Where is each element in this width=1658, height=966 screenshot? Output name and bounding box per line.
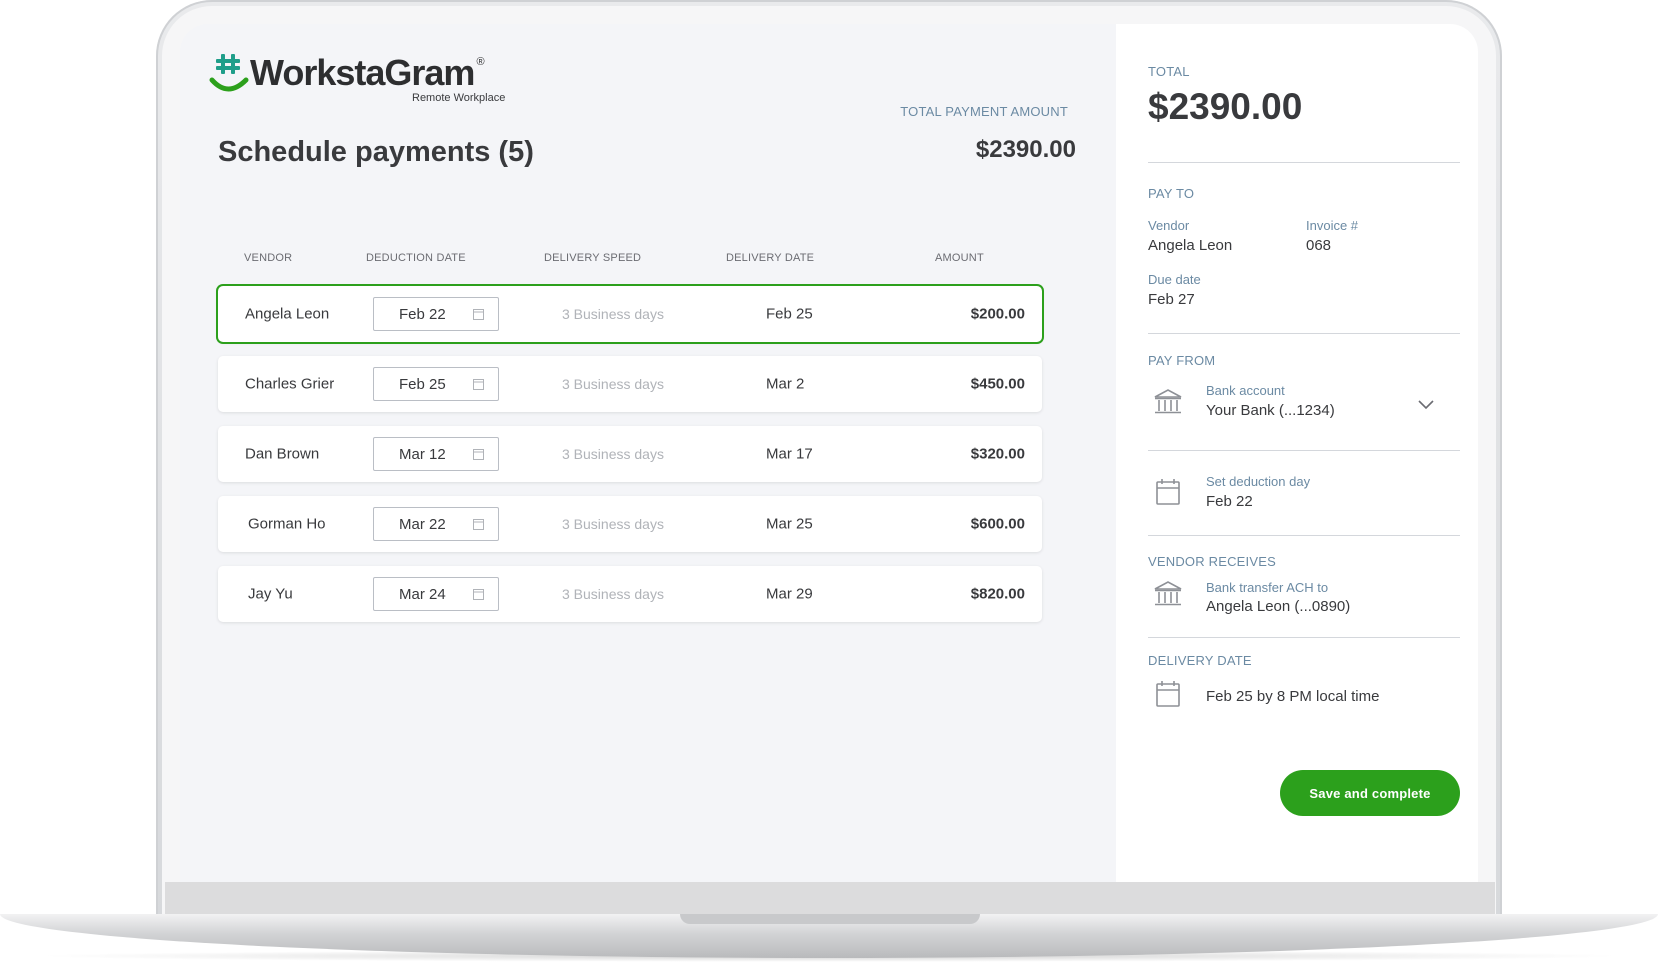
row-vendor: Dan Brown — [245, 445, 320, 463]
deduction-day-label: Set deduction day — [1206, 474, 1311, 489]
row-delivery-date: Feb 25 — [766, 305, 813, 323]
deduction-date-input[interactable]: Mar 24 — [373, 577, 499, 611]
bank-account-label: Bank account — [1206, 383, 1285, 398]
calendar-icon — [473, 519, 484, 530]
brand-name: WorkstaGram ® — [250, 52, 485, 93]
deduction-date-value: Feb 25 — [399, 376, 446, 393]
calendar-icon — [1156, 479, 1180, 505]
payment-detail-panel: TOTAL $2390.00 PAY TO Vendor Angela Leon… — [1116, 24, 1478, 882]
table-row[interactable]: Angela Leon Feb 22 3 Business days Feb 2… — [218, 286, 1042, 342]
row-delivery-speed: 3 Business days — [562, 446, 664, 462]
divider — [1148, 450, 1460, 451]
row-delivery-speed: 3 Business days — [562, 516, 664, 532]
row-vendor: Angela Leon — [245, 305, 330, 323]
delivery-date-value: Feb 25 by 8 PM local time — [1206, 688, 1380, 705]
registered-mark: ® — [476, 56, 484, 68]
table-row[interactable]: Jay Yu Mar 24 3 Business days Mar 29 $82… — [218, 566, 1042, 622]
hashtag-smile-logo-icon — [209, 54, 249, 92]
deduction-date-input[interactable]: Mar 22 — [373, 507, 499, 541]
calendar-icon — [473, 589, 484, 600]
row-vendor: Charles Grier — [245, 375, 335, 393]
deduction-date-value: Feb 22 — [399, 306, 446, 323]
pay-to-label: PAY TO — [1148, 186, 1195, 201]
bank-icon — [1154, 389, 1182, 414]
transfer-method-label: Bank transfer ACH to — [1206, 580, 1329, 595]
calendar-icon — [1156, 681, 1180, 707]
transfer-method-value: Angela Leon (...0890) — [1206, 598, 1351, 615]
bank-account-value: Your Bank (...1234) — [1206, 402, 1335, 419]
deduction-date-input[interactable]: Feb 22 — [373, 297, 499, 331]
column-vendor: VENDOR — [244, 252, 293, 264]
total-payment-value: $2390.00 — [975, 136, 1076, 163]
vendor-label: Vendor — [1148, 218, 1190, 233]
row-amount: $450.00 — [970, 375, 1025, 393]
column-deduction-date: DEDUCTION DATE — [366, 252, 466, 264]
table-row[interactable]: Gorman Ho Mar 22 3 Business days Mar 25 … — [218, 496, 1042, 552]
divider — [1148, 333, 1460, 334]
laptop-bottom-bezel — [165, 882, 1495, 916]
total-payment-label: TOTAL PAYMENT AMOUNT — [900, 104, 1068, 119]
payment-rows: Angela Leon Feb 22 3 Business days Feb 2… — [218, 286, 1042, 636]
panel-total-value: $2390.00 — [1148, 86, 1303, 127]
row-amount: $320.00 — [970, 445, 1025, 463]
divider — [1148, 535, 1460, 536]
chevron-down-icon[interactable] — [1418, 400, 1434, 410]
row-delivery-speed: 3 Business days — [562, 586, 664, 602]
calendar-icon — [473, 309, 484, 320]
pay-from-label: PAY FROM — [1148, 353, 1216, 368]
calendar-icon — [473, 379, 484, 390]
due-date-value: Feb 27 — [1148, 291, 1195, 308]
deduction-date-value: Mar 24 — [399, 586, 446, 603]
calendar-icon — [473, 449, 484, 460]
row-delivery-date: Mar 17 — [766, 445, 813, 463]
row-amount: $200.00 — [970, 305, 1025, 323]
deduction-date-input[interactable]: Mar 12 — [373, 437, 499, 471]
save-and-complete-button[interactable]: Save and complete — [1280, 770, 1460, 816]
delivery-date-label: DELIVERY DATE — [1148, 653, 1252, 668]
row-vendor: Gorman Ho — [248, 515, 326, 533]
deduction-day-value: Feb 22 — [1206, 493, 1253, 510]
app-screen: WorkstaGram ® Remote Workplace Schedule p… — [180, 24, 1478, 882]
invoice-label: Invoice # — [1306, 218, 1359, 233]
table-header: VENDOR DEDUCTION DATE DELIVERY SPEED DEL… — [218, 252, 998, 270]
deduction-date-value: Mar 12 — [399, 446, 446, 463]
column-amount: AMOUNT — [935, 252, 984, 264]
column-delivery-date: DELIVERY DATE — [726, 252, 815, 264]
row-delivery-date: Mar 2 — [766, 375, 805, 393]
divider — [1148, 637, 1460, 638]
table-row[interactable]: Charles Grier Feb 25 3 Business days Mar… — [218, 356, 1042, 412]
column-delivery-speed: DELIVERY SPEED — [544, 252, 642, 264]
brand-tagline: Remote Workplace — [412, 92, 506, 104]
row-delivery-speed: 3 Business days — [562, 376, 664, 392]
row-delivery-speed: 3 Business days — [562, 306, 664, 322]
due-date-label: Due date — [1148, 272, 1201, 287]
page-title: Schedule payments (5) — [218, 136, 534, 168]
deduction-date-value: Mar 22 — [399, 516, 446, 533]
vendor-receives-label: VENDOR RECEIVES — [1148, 554, 1276, 569]
row-amount: $600.00 — [970, 515, 1025, 533]
brand-logo: WorkstaGram ® Remote Workplace — [208, 52, 508, 104]
row-delivery-date: Mar 29 — [766, 585, 813, 603]
panel-total-label: TOTAL — [1148, 64, 1190, 79]
deduction-date-input[interactable]: Feb 25 — [373, 367, 499, 401]
divider — [1148, 162, 1460, 163]
row-delivery-date: Mar 25 — [766, 515, 813, 533]
row-vendor: Jay Yu — [248, 585, 293, 603]
table-row[interactable]: Dan Brown Mar 12 3 Business days Mar 17 … — [218, 426, 1042, 482]
vendor-value: Angela Leon — [1148, 237, 1233, 254]
bank-icon — [1154, 581, 1182, 606]
invoice-value: 068 — [1306, 237, 1332, 254]
row-amount: $820.00 — [970, 585, 1025, 603]
